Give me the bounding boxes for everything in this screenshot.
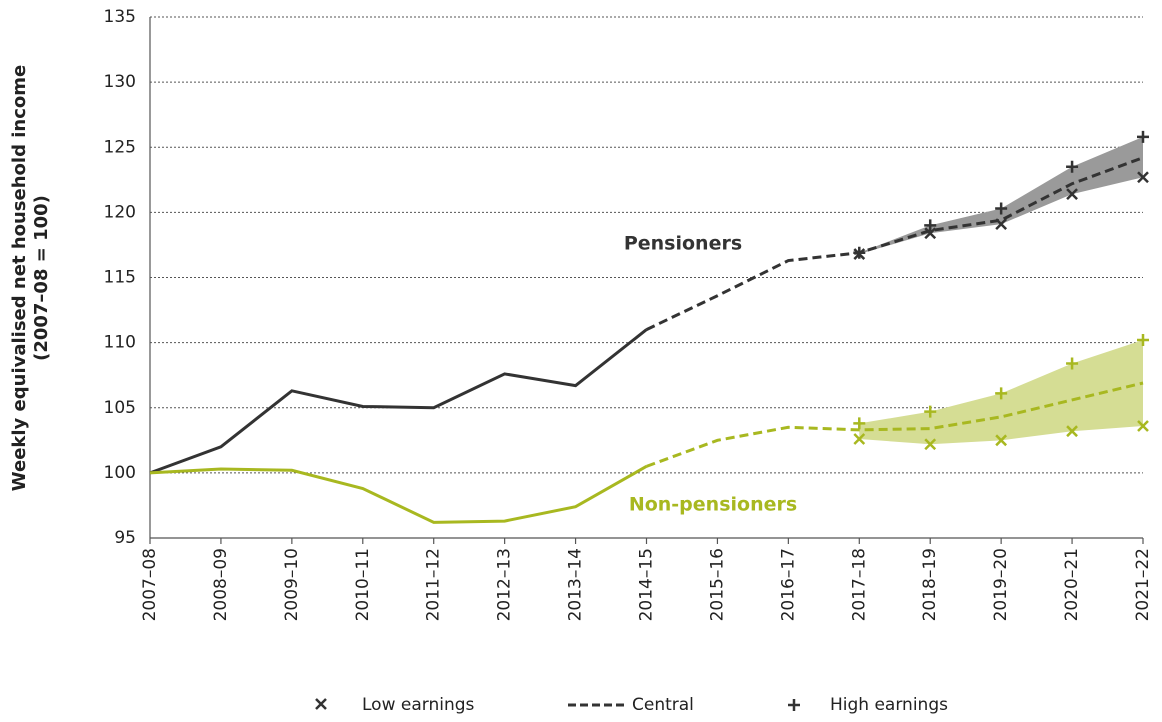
y-axis-title-line: (2007–08 = 100)	[31, 195, 52, 361]
x-tick-label: 2019–20	[991, 548, 1011, 621]
high-marker	[1066, 357, 1079, 370]
legend-label: High earnings	[830, 695, 948, 715]
high-marker	[853, 246, 866, 259]
low-marker	[1066, 188, 1078, 201]
low-marker	[853, 433, 866, 445]
x-tick-label: 2020–21	[1062, 548, 1082, 621]
high-marker	[995, 387, 1008, 400]
low-marker	[995, 218, 1008, 230]
x-tick-label: 2011–12	[424, 548, 444, 621]
x-tick-label: 2007–08	[140, 548, 160, 621]
high-marker	[995, 202, 1008, 215]
x-tick-label: 2018–19	[920, 548, 940, 621]
y-tick-label: 115	[104, 268, 136, 288]
y-tick-label: 105	[104, 398, 136, 418]
low-marker	[924, 227, 937, 240]
central-line	[645, 156, 1144, 331]
y-tick-label: 95	[114, 528, 136, 548]
legend-marker	[315, 698, 327, 710]
projection-band	[859, 136, 1143, 255]
x-tick-label: 2009–10	[282, 548, 302, 621]
low-marker	[1137, 420, 1149, 432]
y-tick-label: 120	[104, 202, 136, 222]
low-marker	[924, 438, 937, 451]
series-annotation: Non-pensioners	[629, 494, 797, 516]
high-marker	[1137, 334, 1149, 347]
legend-marker	[788, 699, 800, 711]
high-marker	[924, 405, 937, 418]
y-tick-label: 125	[104, 137, 136, 157]
low-marker	[995, 434, 1008, 447]
actual-line	[149, 465, 648, 524]
x-tick-label: 2013–14	[566, 548, 586, 621]
legend-label: Central	[632, 695, 694, 715]
y-tick-label: 135	[104, 7, 136, 27]
x-tick-label: 2008–09	[211, 548, 231, 621]
low-marker	[1066, 425, 1078, 438]
legend: Low earnings Central High earnings	[315, 695, 948, 715]
high-marker	[1137, 130, 1149, 143]
series-annotation: Pensioners	[624, 233, 742, 255]
legend-label: Low earnings	[362, 695, 475, 715]
high-marker	[853, 417, 866, 430]
x-tick-label: 2017–18	[849, 548, 869, 621]
y-axis-title: Weekly equivalised net household income …	[9, 65, 52, 491]
y-tick-label: 110	[104, 333, 136, 353]
central-line	[645, 381, 1144, 468]
x-tick-label: 2012–13	[495, 548, 515, 621]
x-tick-label: 2014–15	[637, 548, 657, 621]
x-tick-label: 2015–16	[707, 548, 727, 621]
high-marker	[1066, 160, 1079, 173]
y-tick-label: 100	[104, 463, 136, 483]
y-tick-label: 130	[104, 72, 136, 92]
y-axis-title-line: Weekly equivalised net household income	[9, 65, 30, 491]
actual-line	[149, 328, 648, 475]
low-marker	[1137, 171, 1149, 184]
x-tick-label: 2016–17	[778, 548, 798, 621]
x-tick-label: 2010–11	[353, 548, 373, 621]
high-marker	[924, 219, 937, 232]
x-tick-label: 2021–22	[1133, 548, 1153, 621]
